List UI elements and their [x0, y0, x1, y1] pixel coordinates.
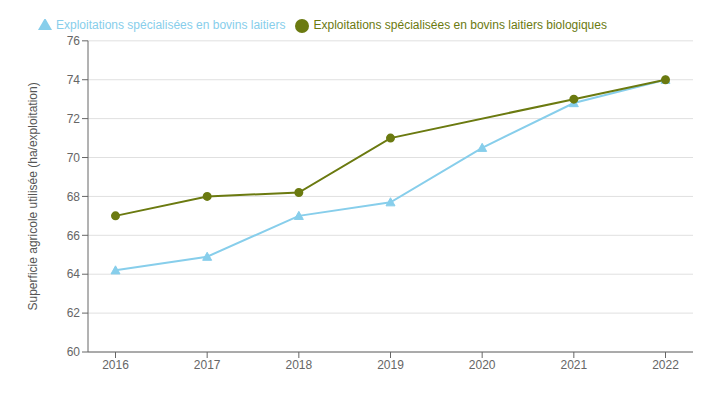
svg-text:68: 68 [67, 190, 81, 204]
svg-text:76: 76 [67, 34, 81, 48]
svg-text:2019: 2019 [377, 358, 404, 372]
svg-text:60: 60 [67, 345, 81, 359]
svg-text:66: 66 [67, 229, 81, 243]
svg-text:62: 62 [67, 306, 81, 320]
svg-text:2022: 2022 [652, 358, 679, 372]
svg-text:64: 64 [67, 267, 81, 281]
svg-text:74: 74 [67, 73, 81, 87]
svg-text:2016: 2016 [102, 358, 129, 372]
svg-text:2020: 2020 [469, 358, 496, 372]
svg-text:70: 70 [67, 151, 81, 165]
svg-text:72: 72 [67, 112, 81, 126]
svg-text:2018: 2018 [285, 358, 312, 372]
svg-text:Superficie agricole utilisée (: Superficie agricole utilisée (ha/exploit… [26, 82, 40, 310]
html-text:Exploitations spécialisées en: Exploitations spécialisées en bovins lai… [56, 18, 286, 32]
svg-text:2021: 2021 [560, 358, 587, 372]
html-text:Exploitations spécialisées en: Exploitations spécialisées en bovins lai… [313, 18, 607, 32]
svg-text:2017: 2017 [194, 358, 221, 372]
